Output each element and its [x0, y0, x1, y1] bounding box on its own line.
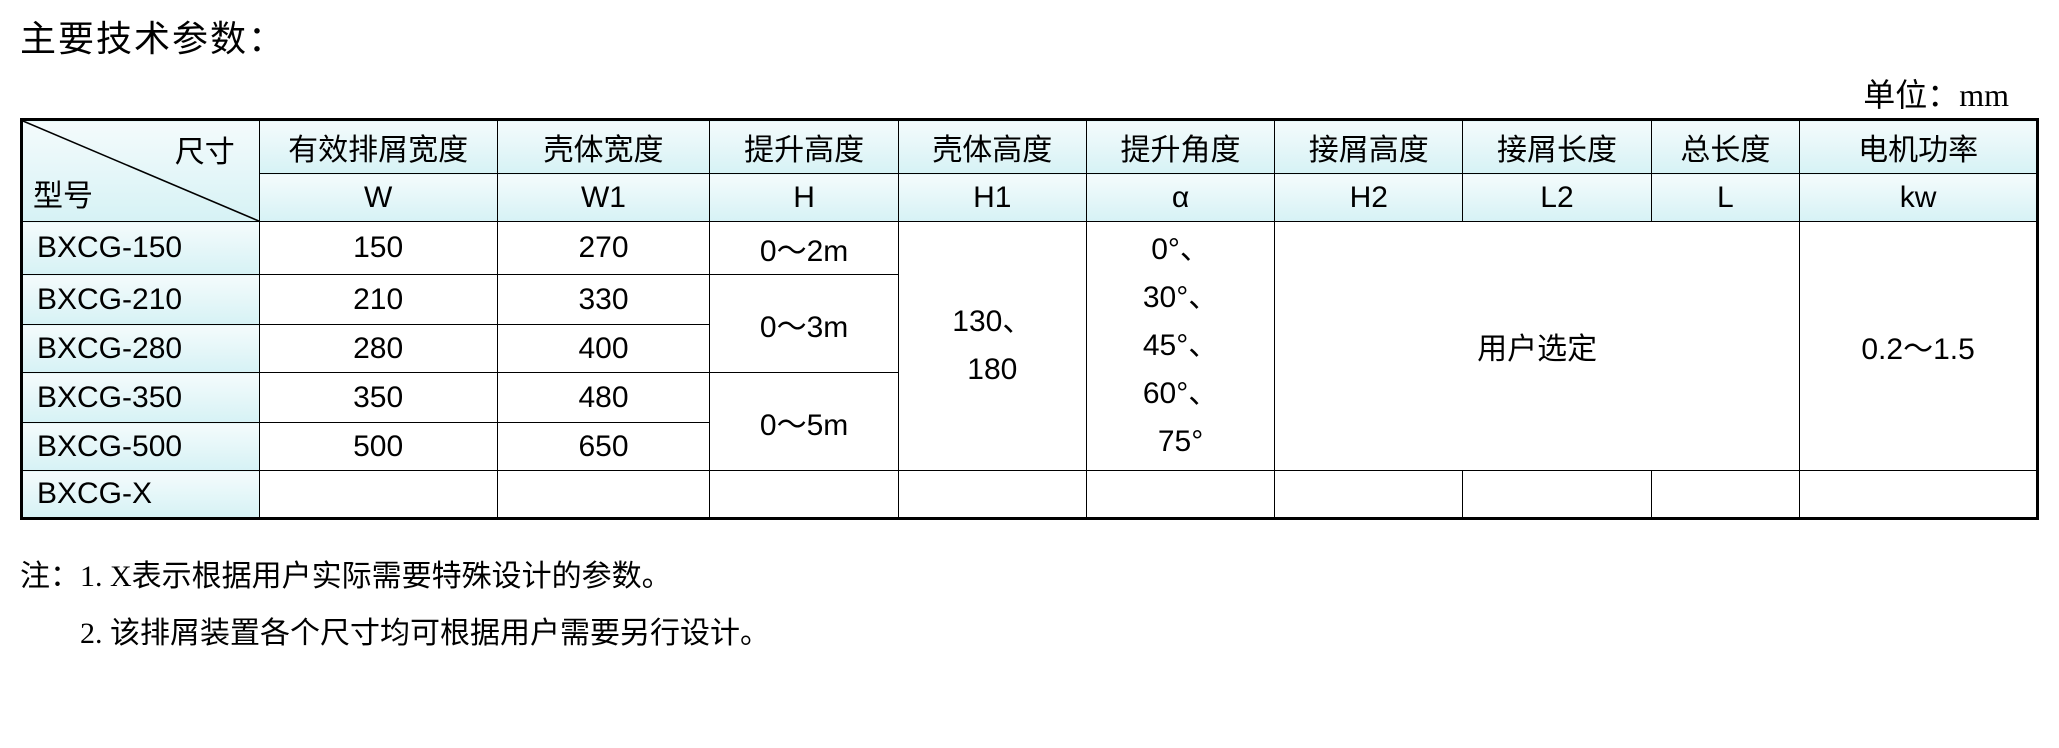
cell-W: 280	[259, 325, 497, 373]
col-symbol: L	[1651, 174, 1800, 222]
diag-top: 尺寸	[175, 127, 235, 171]
cell-H: 0～3m	[710, 275, 898, 373]
cell-alpha: 0°、 30°、 45°、 60°、 75°	[1086, 222, 1274, 471]
col-header: 壳体高度	[898, 120, 1086, 174]
notes-prefix: 注：	[20, 560, 80, 593]
empty-cell	[1800, 471, 2038, 519]
cell-W1: 480	[497, 373, 710, 423]
cell-user-defined: 用户选定	[1275, 222, 1800, 471]
col-symbol: H2	[1275, 174, 1463, 222]
empty-cell	[898, 471, 1086, 519]
notes-block: 注：1. X表示根据用户实际需要特殊设计的参数。 注：2. 该排屑装置各个尺寸均…	[20, 548, 2039, 662]
cell-W: 500	[259, 423, 497, 471]
col-header: 接屑高度	[1275, 120, 1463, 174]
col-header: 提升高度	[710, 120, 898, 174]
empty-cell	[1275, 471, 1463, 519]
model-cell: BXCG-500	[22, 423, 260, 471]
cell-power: 0.2～1.5	[1800, 222, 2038, 471]
note-line: 1. X表示根据用户实际需要特殊设计的参数。	[80, 560, 672, 593]
col-symbol: α	[1086, 174, 1274, 222]
empty-cell	[259, 471, 497, 519]
model-cell: BXCG-150	[22, 222, 260, 275]
empty-cell	[1463, 471, 1651, 519]
diagonal-header: 尺寸 型号	[22, 120, 260, 222]
cell-W1: 270	[497, 222, 710, 275]
empty-cell	[1651, 471, 1800, 519]
note-line: 2. 该排屑装置各个尺寸均可根据用户需要另行设计。	[80, 617, 770, 650]
col-symbol: kw	[1800, 174, 2038, 222]
model-cell: BXCG-350	[22, 373, 260, 423]
unit-label: 单位：mm	[20, 70, 2039, 116]
col-header: 接屑长度	[1463, 120, 1651, 174]
col-symbol: W	[259, 174, 497, 222]
model-cell: BXCG-X	[22, 471, 260, 519]
col-header: 提升角度	[1086, 120, 1274, 174]
cell-W1: 650	[497, 423, 710, 471]
empty-cell	[497, 471, 710, 519]
diag-bottom: 型号	[33, 171, 93, 215]
table-row: BXCG-X	[22, 471, 2038, 519]
table-symbol-row: W W1 H H1 α H2 L2 L kw	[22, 174, 2038, 222]
col-header: 壳体宽度	[497, 120, 710, 174]
col-symbol: W1	[497, 174, 710, 222]
table-header-row: 尺寸 型号 有效排屑宽度 壳体宽度 提升高度 壳体高度 提升角度 接屑高度 接屑…	[22, 120, 2038, 174]
col-header: 总长度	[1651, 120, 1800, 174]
cell-W1: 330	[497, 275, 710, 325]
empty-cell	[1086, 471, 1274, 519]
col-header: 电机功率	[1800, 120, 2038, 174]
cell-H1: 130、 180	[898, 222, 1086, 471]
col-symbol: L2	[1463, 174, 1651, 222]
cell-W: 350	[259, 373, 497, 423]
cell-W: 210	[259, 275, 497, 325]
col-symbol: H	[710, 174, 898, 222]
col-header: 有效排屑宽度	[259, 120, 497, 174]
cell-W1: 400	[497, 325, 710, 373]
cell-W: 150	[259, 222, 497, 275]
model-cell: BXCG-280	[22, 325, 260, 373]
table-row: BXCG-150 150 270 0～2m 130、 180 0°、 30°、 …	[22, 222, 2038, 275]
spec-table: 尺寸 型号 有效排屑宽度 壳体宽度 提升高度 壳体高度 提升角度 接屑高度 接屑…	[20, 118, 2039, 520]
cell-H: 0～2m	[710, 222, 898, 275]
cell-H: 0～5m	[710, 373, 898, 471]
model-cell: BXCG-210	[22, 275, 260, 325]
page-title: 主要技术参数：	[20, 10, 2039, 62]
empty-cell	[710, 471, 898, 519]
col-symbol: H1	[898, 174, 1086, 222]
